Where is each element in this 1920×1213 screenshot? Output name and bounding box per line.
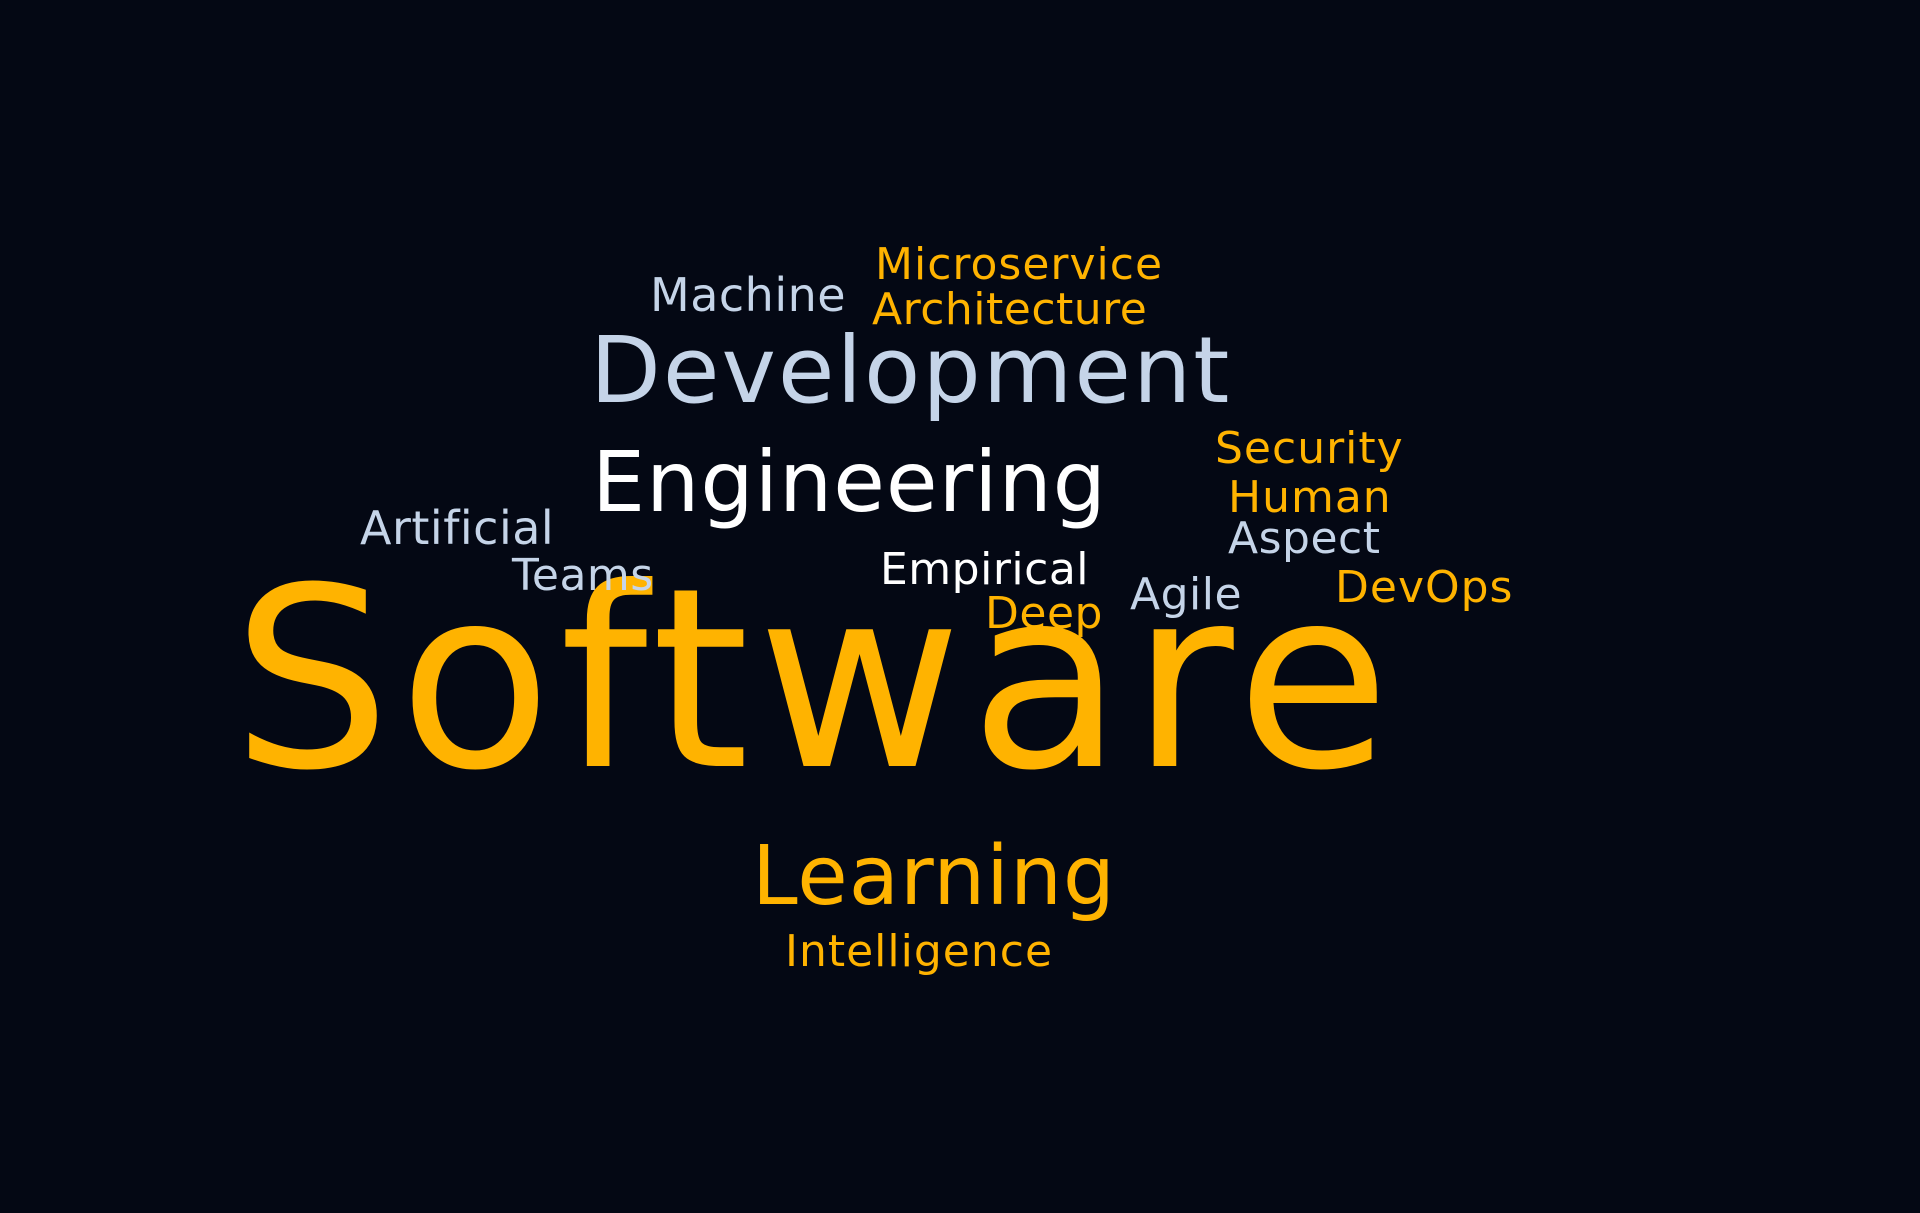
word-machine: Machine [650, 268, 847, 322]
word-architecture: Architecture [872, 284, 1148, 335]
word-aspect: Aspect [1228, 513, 1381, 564]
word-deep: Deep [985, 588, 1103, 639]
word-learning: Learning [752, 829, 1116, 924]
word-devops: DevOps [1335, 562, 1514, 613]
word-agile: Agile [1130, 569, 1243, 620]
word-intelligence: Intelligence [785, 926, 1054, 977]
word-engineering: Engineering [592, 433, 1107, 531]
word-security: Security [1215, 423, 1404, 474]
word-artificial: Artificial [360, 501, 555, 555]
word-human: Human [1228, 472, 1392, 523]
word-development: Development [590, 317, 1232, 424]
word-software: Software [232, 534, 1399, 825]
word-teams: Teams [512, 550, 654, 601]
word-empirical: Empirical [880, 544, 1090, 595]
word-microservice: Microservice [875, 239, 1164, 290]
